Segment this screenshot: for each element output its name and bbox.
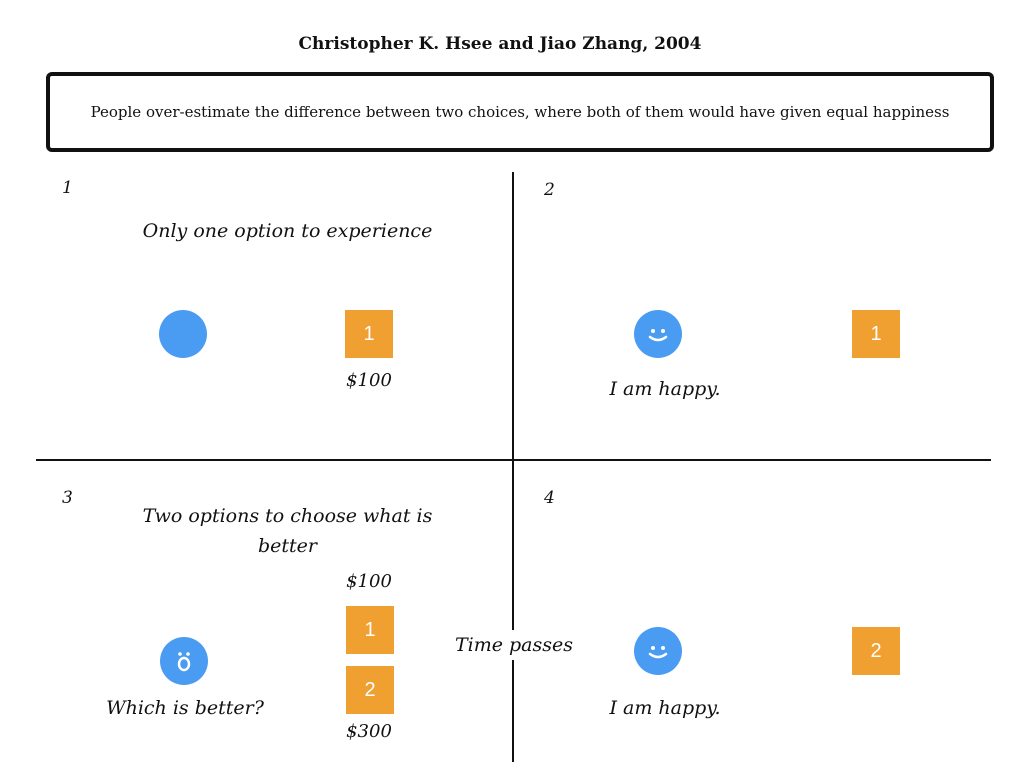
quadrant-1-caption: Only one option to experience — [142, 220, 433, 242]
quadrant-1-number: 1 — [62, 178, 73, 198]
surprised-face-icon — [160, 637, 208, 685]
smiley-icon — [634, 310, 682, 358]
option-2-square: 2 — [852, 627, 900, 675]
quadrant-2-number: 2 — [544, 180, 555, 200]
option-2-square: 2 — [346, 666, 394, 714]
option-1-square: 1 — [346, 606, 394, 654]
option-1-square: 1 — [345, 310, 393, 358]
option-2-price: $300 — [346, 721, 392, 742]
quadrant-3-caption-line-1: Two options to choose what is — [142, 505, 433, 527]
person-circle-icon — [159, 310, 207, 358]
quadrant-4-caption: I am happy. — [609, 697, 721, 719]
option-1-square: 1 — [852, 310, 900, 358]
thesis-text: People over-estimate the difference betw… — [90, 103, 950, 121]
quadrant-4-number: 4 — [544, 488, 555, 508]
quadrant-2-caption: I am happy. — [609, 378, 721, 400]
thesis-box — [46, 72, 994, 152]
question-caption: Which is better? — [106, 697, 264, 719]
option-1-price: $100 — [346, 571, 392, 592]
time-passes-label: Time passes — [450, 630, 578, 660]
smiley-icon — [634, 627, 682, 675]
slide-title: Christopher K. Hsee and Jiao Zhang, 2004 — [298, 34, 702, 54]
horizontal-divider — [36, 459, 991, 461]
option-1-price: $100 — [346, 370, 392, 391]
quadrant-3-number: 3 — [62, 488, 73, 508]
quadrant-3-caption-line-2: better — [257, 535, 317, 557]
vertical-divider — [512, 172, 514, 762]
